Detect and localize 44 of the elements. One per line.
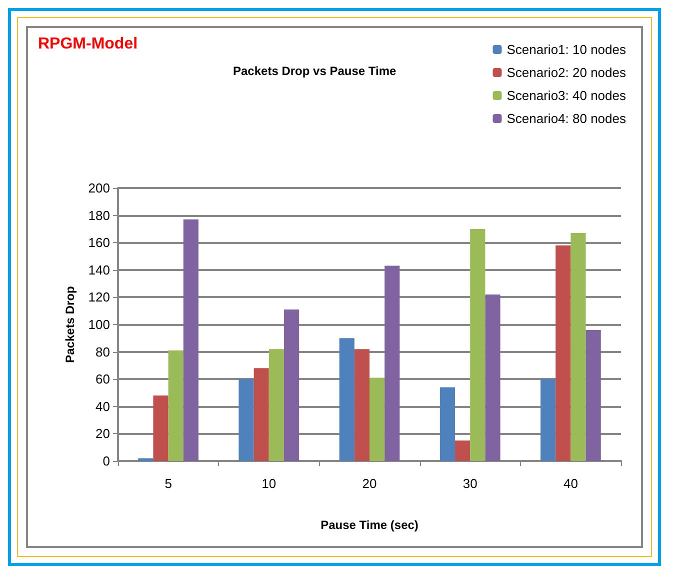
- bar: [440, 387, 456, 461]
- y-tick-label: 0: [102, 454, 110, 468]
- text: RPGM-Model: [38, 36, 138, 52]
- chart-title: Packets Drop vs Pause Time: [233, 64, 397, 78]
- x-axis-title: Pause Time (sec): [320, 518, 418, 532]
- legend-label: Scenario3: 40 nodes: [506, 88, 626, 103]
- bar: [485, 294, 500, 461]
- bar: [238, 379, 254, 461]
- bar: [138, 458, 154, 461]
- bar: [268, 349, 284, 461]
- y-axis-title: Packets Drop: [63, 286, 77, 363]
- bar: [586, 330, 601, 461]
- x-tick-label: 40: [563, 476, 578, 491]
- y-tick-label: 60: [96, 372, 110, 387]
- y-tick-label: 40: [96, 398, 110, 414]
- y-tick-label: 200: [88, 180, 110, 196]
- x-tick-label: 20: [362, 476, 377, 491]
- bar: [470, 228, 486, 461]
- bar: [455, 440, 470, 461]
- bar: [183, 219, 198, 461]
- x-tick-label: 10: [262, 476, 276, 491]
- x-tick-label: 5: [164, 476, 172, 491]
- bar: [354, 349, 370, 461]
- bar: [556, 245, 571, 461]
- y-tick-label: 180: [88, 208, 110, 223]
- legend-label: Scenario4: 80 nodes: [506, 111, 626, 126]
- x-tick-label: 30: [462, 476, 478, 491]
- y-tick-label: 120: [88, 290, 110, 305]
- y-tick-label: 140: [88, 262, 110, 278]
- bar: [339, 338, 354, 461]
- y-tick-label: 160: [88, 235, 110, 250]
- y-tick-label: 100: [88, 317, 110, 332]
- bar: [168, 350, 184, 461]
- bar: [153, 395, 168, 461]
- bar: [254, 368, 269, 461]
- bar: [384, 266, 400, 461]
- bar: [284, 309, 300, 461]
- legend-label: Scenario2: 20 nodes: [506, 65, 626, 80]
- legend-label: Scenario1: 10 nodes: [506, 42, 626, 57]
- bar: [570, 233, 586, 461]
- bar: [370, 378, 385, 461]
- bar: [540, 379, 556, 461]
- y-tick-label: 80: [96, 344, 110, 360]
- y-tick-label: 20: [96, 426, 110, 442]
